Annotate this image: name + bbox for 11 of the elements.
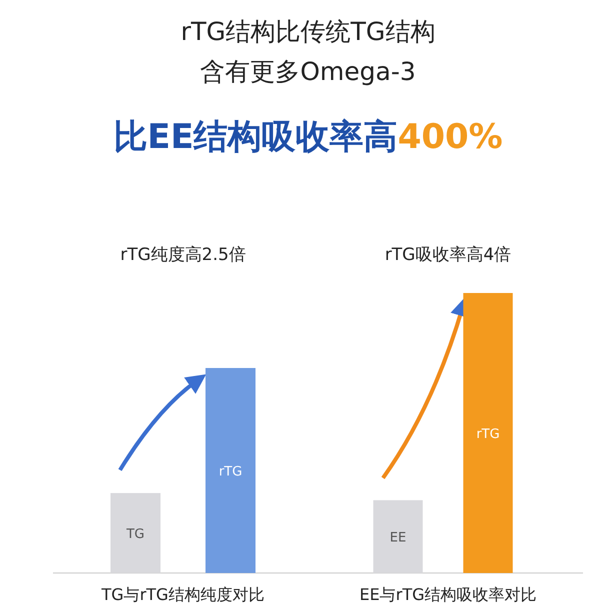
x-tick-label: rTG	[218, 464, 242, 480]
text: rTG结构比传统TG结构	[180, 17, 436, 46]
text: 含有更多Omega-3	[200, 57, 416, 86]
x-axis-title: TG与rTG结构纯度对比	[100, 585, 264, 604]
chart-title: rTG纯度高2.5倍	[120, 245, 246, 265]
x-tick-label: TG	[125, 527, 145, 542]
chart-title: rTG吸收率高4倍	[384, 245, 512, 265]
x-tick-label: EE	[390, 530, 406, 546]
x-tick-label: rTG	[476, 427, 500, 442]
x-axis-title: EE与rTG结构吸收率对比	[360, 585, 536, 604]
text: 比EE结构吸收率高400%	[113, 117, 503, 157]
